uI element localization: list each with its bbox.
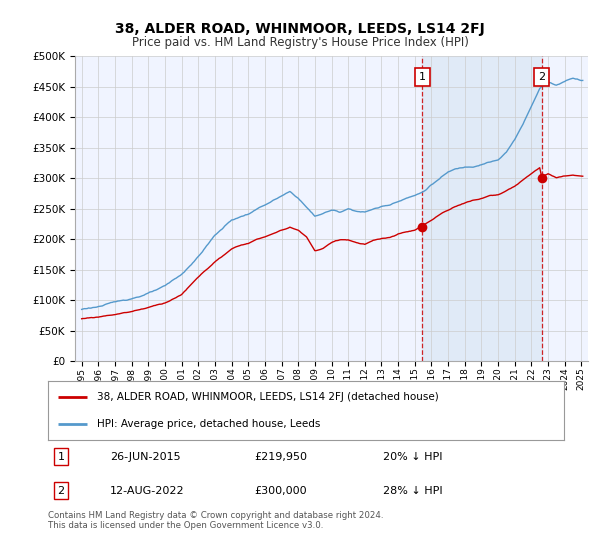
Text: £300,000: £300,000 bbox=[254, 486, 307, 496]
Text: 38, ALDER ROAD, WHINMOOR, LEEDS, LS14 2FJ: 38, ALDER ROAD, WHINMOOR, LEEDS, LS14 2F… bbox=[115, 22, 485, 36]
Bar bbox=[422, 56, 542, 361]
Text: 38, ALDER ROAD, WHINMOOR, LEEDS, LS14 2FJ (detached house): 38, ALDER ROAD, WHINMOOR, LEEDS, LS14 2F… bbox=[97, 391, 439, 402]
Text: 26-JUN-2015: 26-JUN-2015 bbox=[110, 451, 181, 461]
Text: HPI: Average price, detached house, Leeds: HPI: Average price, detached house, Leed… bbox=[97, 419, 320, 429]
Text: 1: 1 bbox=[419, 72, 426, 82]
Text: 2: 2 bbox=[58, 486, 64, 496]
Text: 20% ↓ HPI: 20% ↓ HPI bbox=[383, 451, 443, 461]
Text: Contains HM Land Registry data © Crown copyright and database right 2024.
This d: Contains HM Land Registry data © Crown c… bbox=[48, 511, 383, 530]
Text: 12-AUG-2022: 12-AUG-2022 bbox=[110, 486, 185, 496]
Text: £219,950: £219,950 bbox=[254, 451, 307, 461]
Text: 2: 2 bbox=[538, 72, 545, 82]
Text: Price paid vs. HM Land Registry's House Price Index (HPI): Price paid vs. HM Land Registry's House … bbox=[131, 36, 469, 49]
Text: 28% ↓ HPI: 28% ↓ HPI bbox=[383, 486, 443, 496]
Text: 1: 1 bbox=[58, 451, 64, 461]
